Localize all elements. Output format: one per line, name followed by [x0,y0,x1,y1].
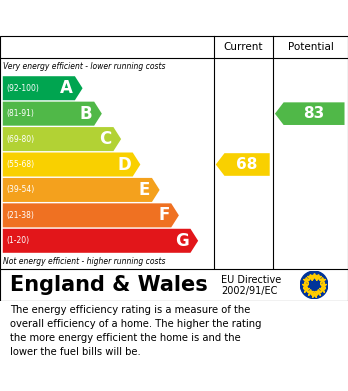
Text: G: G [175,232,189,250]
Polygon shape [3,178,160,202]
Polygon shape [3,229,198,253]
Circle shape [300,271,328,299]
Text: (69-80): (69-80) [6,135,34,143]
Text: 2002/91/EC: 2002/91/EC [221,286,277,296]
Polygon shape [3,152,140,176]
Text: Potential: Potential [288,42,333,52]
Text: B: B [80,105,93,123]
Text: (21-38): (21-38) [6,211,34,220]
Text: (55-68): (55-68) [6,160,34,169]
Text: England & Wales: England & Wales [10,275,208,295]
Text: Current: Current [224,42,263,52]
Polygon shape [3,127,121,151]
Polygon shape [3,203,179,228]
Text: (1-20): (1-20) [6,236,29,245]
Text: EU Directive: EU Directive [221,275,281,285]
Text: (81-91): (81-91) [6,109,34,118]
Polygon shape [3,76,82,100]
Polygon shape [3,102,102,126]
Text: Not energy efficient - higher running costs: Not energy efficient - higher running co… [3,256,166,265]
Text: 68: 68 [236,157,258,172]
Polygon shape [275,102,345,125]
Text: D: D [117,156,131,174]
Text: Very energy efficient - lower running costs: Very energy efficient - lower running co… [3,62,166,71]
Text: Energy Efficiency Rating: Energy Efficiency Rating [10,9,239,27]
Text: The energy efficiency rating is a measure of the
overall efficiency of a home. T: The energy efficiency rating is a measur… [10,305,262,357]
Text: (39-54): (39-54) [6,185,34,194]
Text: 83: 83 [303,106,325,121]
Text: (92-100): (92-100) [6,84,39,93]
Text: C: C [100,130,112,148]
Text: E: E [139,181,150,199]
Polygon shape [216,153,270,176]
Text: A: A [60,79,73,97]
Text: F: F [158,206,169,224]
